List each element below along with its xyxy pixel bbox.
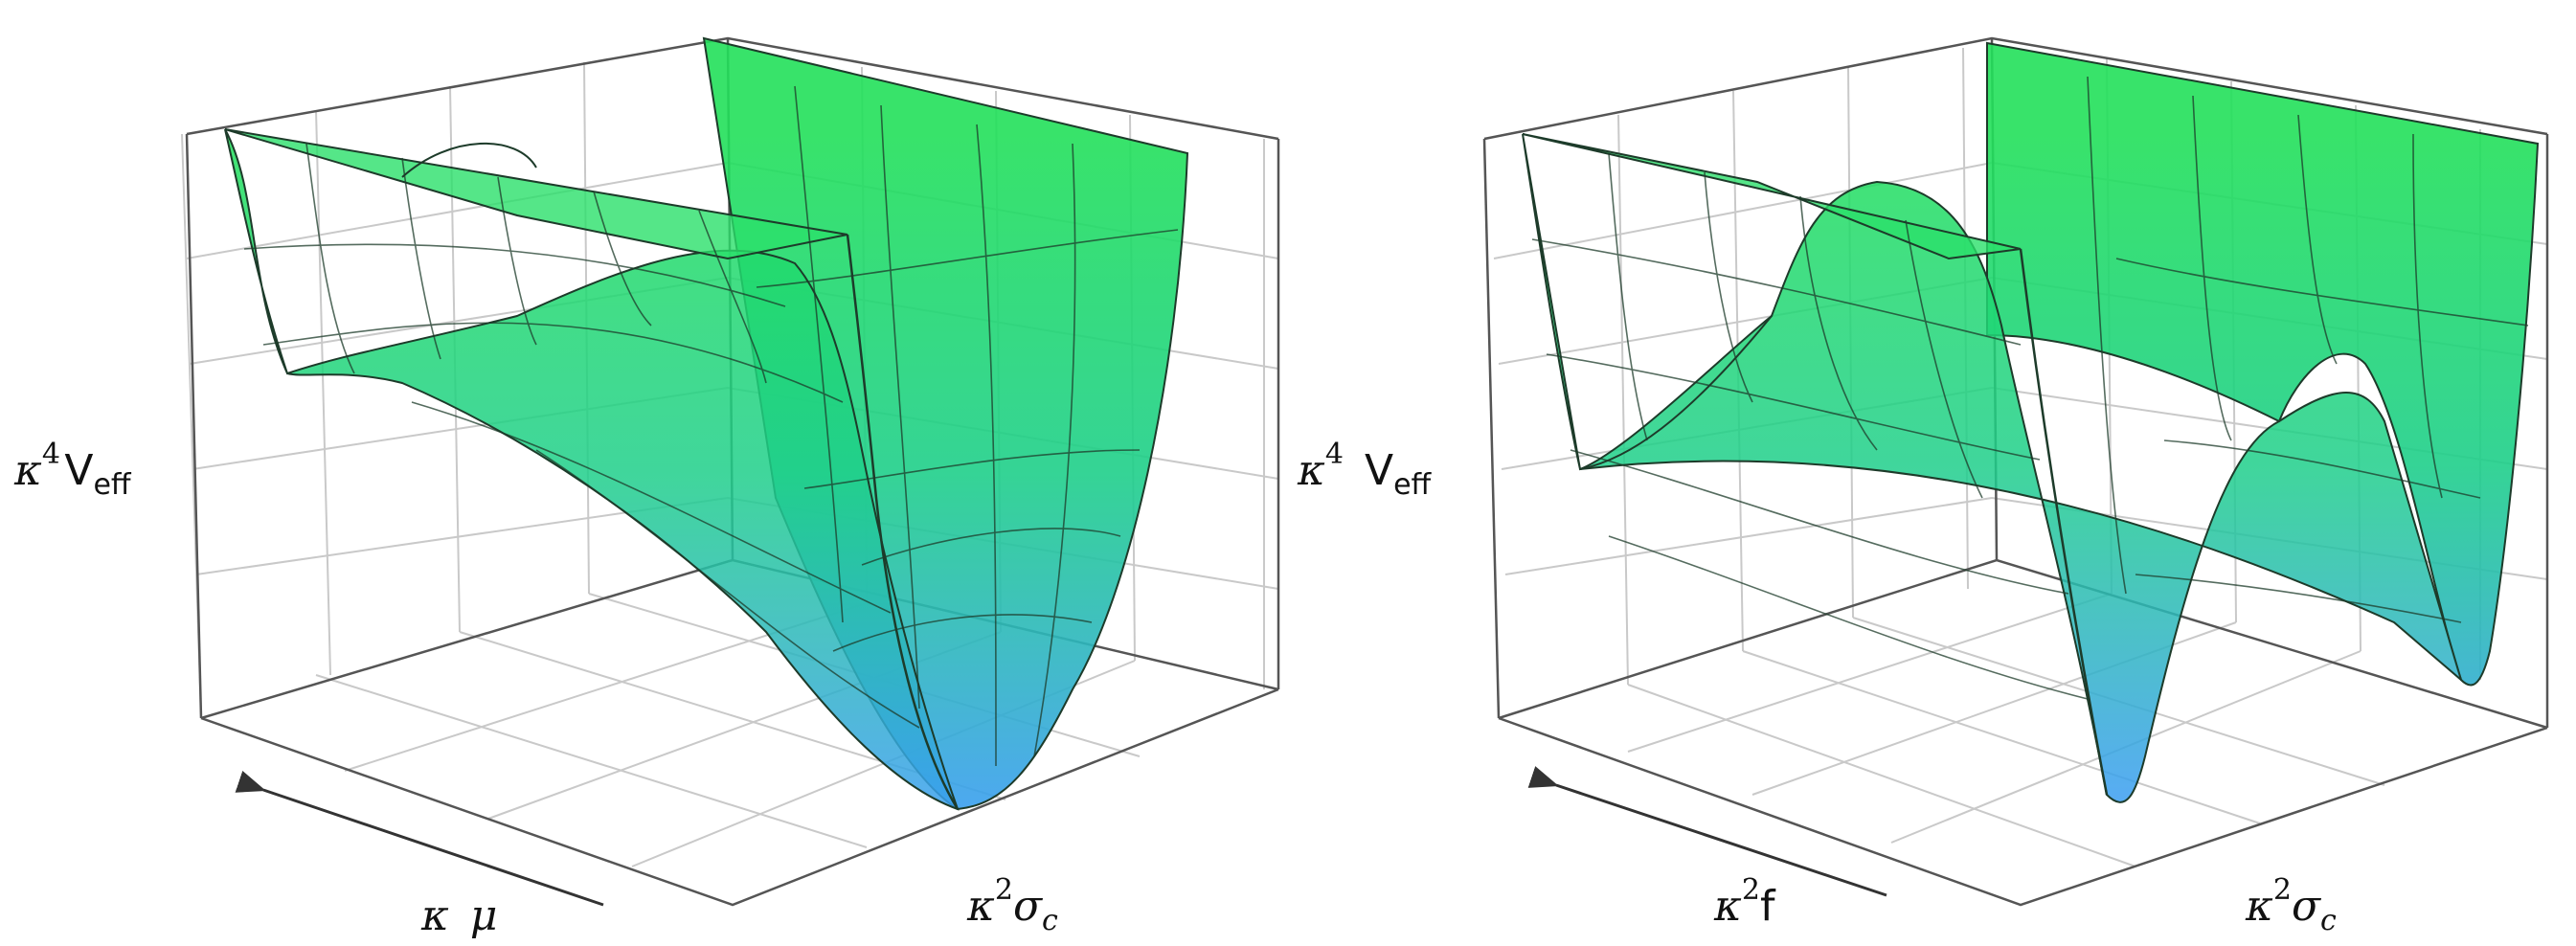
right-z-axis-label: κ4 Veff [1298, 438, 1432, 502]
left-surface [224, 36, 1189, 811]
left-plot [181, 36, 1280, 907]
right-axis-arrow [1527, 766, 1887, 897]
left-z-axis-label: κ4 Veff [14, 438, 131, 502]
left-x-axis-label: κ μ [421, 891, 498, 940]
right-x-axis-label: κ2f [1714, 873, 1775, 931]
right-plot [1482, 36, 2549, 907]
right-y-axis-label: κ2σc [2246, 873, 2337, 937]
right-surface [1522, 41, 2540, 803]
left-y-axis-label: κ2σc [967, 873, 1058, 937]
left-axis-arrow [235, 770, 604, 907]
